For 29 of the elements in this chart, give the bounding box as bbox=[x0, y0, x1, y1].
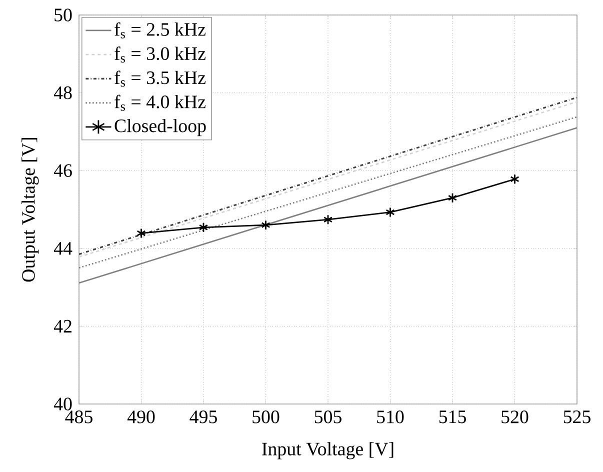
point bbox=[323, 214, 333, 225]
x-tick-label: 515 bbox=[439, 410, 466, 424]
y-tick-label: 50 bbox=[54, 8, 72, 22]
x-tick-label: 510 bbox=[377, 410, 404, 424]
point bbox=[136, 228, 146, 238]
y-tick-label: 42 bbox=[54, 320, 72, 332]
y-tick-label: 46 bbox=[54, 164, 72, 177]
legend-label: f$_{s}$ = 2.5 kHz bbox=[114, 22, 206, 38]
point bbox=[386, 207, 395, 218]
x-tick-label: 485 bbox=[65, 410, 92, 424]
legend-label: f$_{s}$ = 3.5 kHz bbox=[114, 70, 206, 87]
legend-label: f$_{s}$ = 3.0 kHz bbox=[114, 46, 206, 63]
point bbox=[448, 192, 458, 204]
point bbox=[510, 174, 520, 184]
y-tick-label: 48 bbox=[54, 86, 72, 100]
x-axis-title: Input Voltage [V] bbox=[262, 442, 394, 460]
x-tick-label: 525 bbox=[564, 410, 590, 424]
x-tick-label: 495 bbox=[190, 410, 217, 424]
point bbox=[261, 220, 270, 230]
x-tick-label: 505 bbox=[314, 410, 342, 424]
x-tick-label: 520 bbox=[502, 410, 528, 424]
y-tick-label: 44 bbox=[54, 242, 72, 255]
legend-label: Closed-loop bbox=[114, 118, 206, 136]
point bbox=[198, 222, 208, 233]
legend-label: f$_{s}$ = 4.0 kHz bbox=[114, 94, 206, 111]
y-tick-label: 40 bbox=[54, 398, 72, 410]
x-tick-label: 500 bbox=[252, 410, 280, 424]
x-tick-label: 490 bbox=[127, 410, 155, 424]
y-axis-title: Output Voltage [V] bbox=[22, 138, 39, 282]
